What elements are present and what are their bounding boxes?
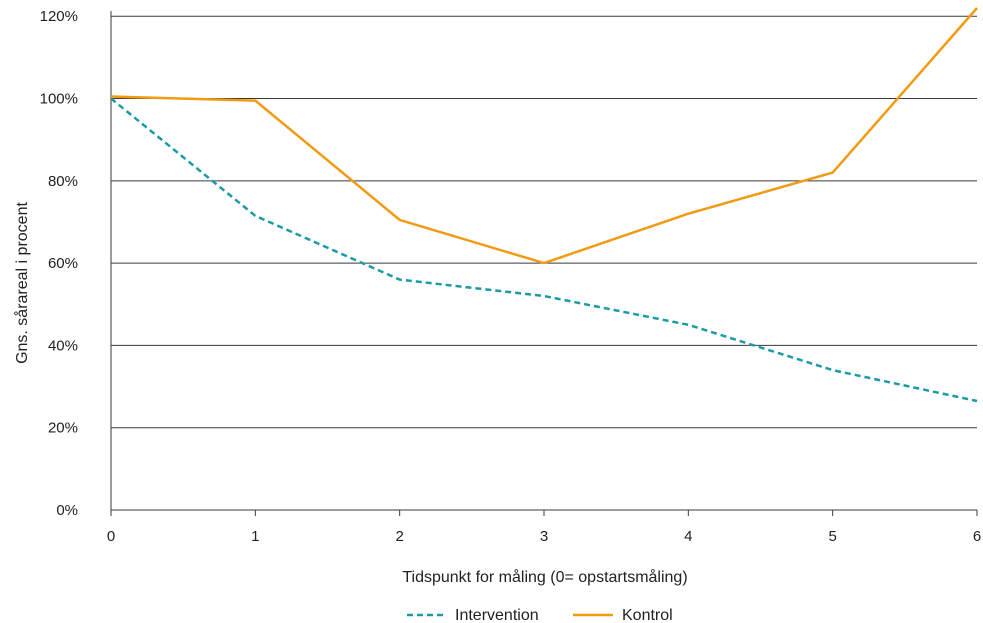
series-lines — [110, 7, 978, 403]
x-tick-label-1: 1 — [251, 528, 259, 545]
legend: Intervention Kontrol — [407, 607, 673, 623]
legend-label-kontrol: Kontrol — [622, 607, 673, 623]
y-tick-label-4: 80% — [48, 173, 78, 190]
x-tick-label-5: 5 — [828, 528, 836, 545]
x-tick-label-0: 0 — [107, 528, 115, 545]
tick-labels: 0% 20% 40% 60% 80% 100% 120% 0 1 2 3 4 5 6 — [40, 8, 982, 545]
y-tick-label-5: 100% — [40, 91, 78, 108]
x-tick-label-2: 2 — [395, 528, 403, 545]
y-tick-label-1: 20% — [48, 420, 78, 437]
y-axis-title: Gns. sårareal i procent — [13, 202, 31, 364]
series-line-intervention — [110, 97, 978, 403]
axes — [110, 11, 978, 516]
y-tick-label-0: 0% — [56, 502, 78, 519]
y-tick-label-3: 60% — [48, 255, 78, 272]
series-line-kontrol — [110, 7, 978, 265]
x-axis-title: Tidspunkt for måling (0= opstartsmåling) — [402, 568, 687, 586]
y-tick-label-6: 120% — [40, 8, 78, 25]
x-tick-label-4: 4 — [684, 528, 692, 545]
x-tick-label-6: 6 — [973, 528, 981, 545]
gridlines — [111, 15, 977, 429]
y-tick-label-2: 40% — [48, 337, 78, 354]
x-tick-label-3: 3 — [540, 528, 548, 545]
legend-label-intervention: Intervention — [455, 607, 539, 623]
